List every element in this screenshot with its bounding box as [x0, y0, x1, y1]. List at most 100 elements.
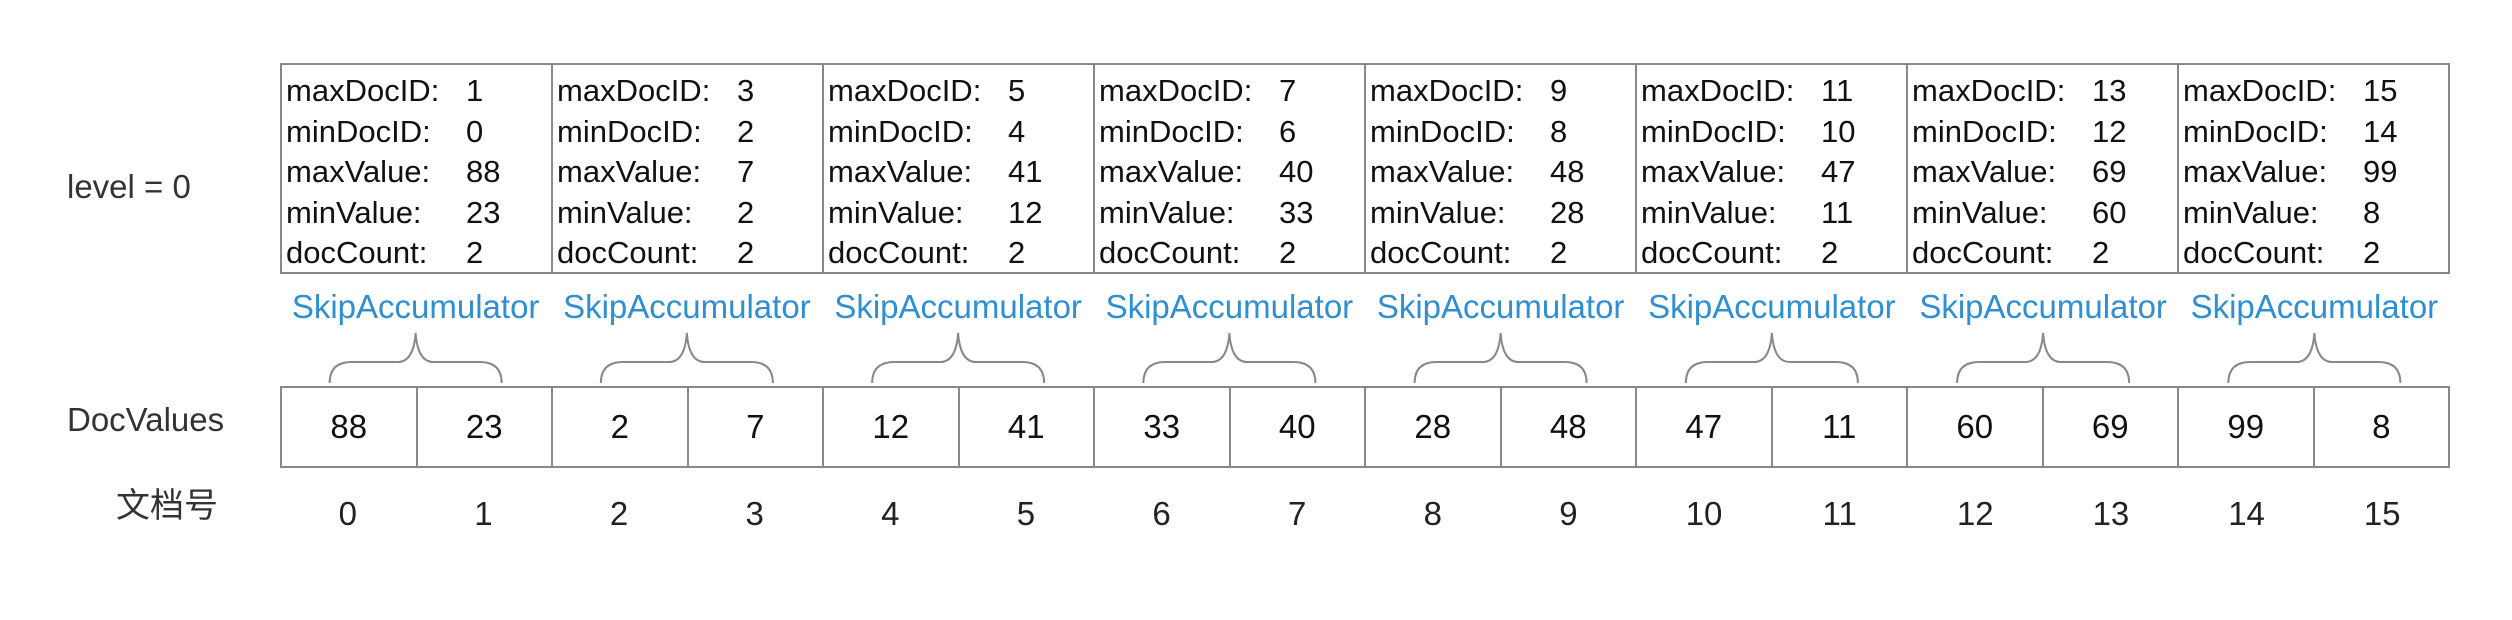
docvalue-cell: 28	[1366, 388, 1502, 466]
field-value: 23	[466, 194, 501, 230]
skip-block-field: minValue: 11	[1641, 193, 1906, 234]
field-name: maxDocID:	[1370, 73, 1524, 108]
field-name: maxValue:	[1099, 154, 1244, 189]
skip-block-field: docCount: 2	[1912, 233, 2177, 272]
skip-block-field: minDocID: 0	[286, 112, 551, 153]
field-name: maxValue:	[828, 154, 973, 189]
field-value: 40	[1279, 154, 1314, 189]
field-value: 2	[737, 235, 755, 270]
docvalue-cell: 12	[824, 388, 960, 466]
doc-number: 3	[745, 495, 764, 532]
docvalue-cell: 2	[553, 388, 689, 466]
brace-icon	[1956, 332, 2131, 384]
field-name: minValue:	[1099, 194, 1235, 230]
field-value: 28	[1550, 194, 1585, 230]
field-value: 13	[2092, 73, 2127, 108]
field-value: 69	[2092, 154, 2127, 189]
skip-block-field: docCount: 2	[1370, 233, 1635, 272]
skip-block: maxDocID: 11 minDocID: 10 maxValue: 47 minValu…	[1637, 65, 1908, 272]
field-value: 2	[1008, 235, 1026, 270]
doc-number-label: 文档号	[116, 486, 218, 526]
skip-block: maxDocID: 1 minDocID: 0 maxValue: 88 minValue:…	[282, 65, 553, 272]
field-value: 8	[2363, 194, 2381, 230]
skip-block: maxDocID: 7 minDocID: 6 maxValue: 40 minValue:…	[1095, 65, 1366, 272]
field-value: 2	[1821, 235, 1839, 270]
field-value: 6	[1279, 113, 1297, 149]
skip-block-field: docCount: 2	[1099, 233, 1364, 272]
skip-block-field: minValue: 12	[828, 193, 1093, 234]
field-name: docCount:	[828, 235, 970, 270]
field-name: minValue:	[828, 194, 964, 230]
skip-block-field: maxValue: 88	[286, 152, 551, 193]
field-name: docCount:	[1370, 235, 1512, 270]
skip-block-field: maxValue: 48	[1370, 152, 1635, 193]
doc-number: 7	[1288, 495, 1307, 532]
level-label: level = 0	[67, 168, 191, 205]
field-value: 0	[466, 113, 484, 149]
skip-block: maxDocID: 13 minDocID: 12 maxValue: 69 minValu…	[1908, 65, 2179, 272]
docvalue-cell: 88	[282, 388, 418, 466]
field-name: docCount:	[1912, 235, 2054, 270]
skip-block-field: minValue: 60	[1912, 193, 2177, 234]
field-name: minValue:	[1641, 194, 1777, 230]
field-value: 11	[1821, 73, 1854, 108]
field-name: maxDocID:	[557, 73, 711, 108]
field-name: docCount:	[286, 235, 428, 270]
skip-block-field: maxDocID: 15	[2183, 71, 2448, 112]
docvalue-cell: 47	[1637, 388, 1773, 466]
doc-number: 5	[1016, 495, 1036, 532]
field-value: 14	[2363, 113, 2398, 149]
field-name: minValue:	[286, 194, 422, 230]
field-value: 33	[1279, 194, 1314, 230]
field-value: 11	[1821, 194, 1854, 230]
skip-block-field: maxDocID: 9	[1370, 71, 1635, 112]
skip-block-field: docCount: 2	[1641, 233, 1906, 272]
brace-icon	[1413, 332, 1588, 384]
docvalue-cell: 41	[960, 388, 1095, 466]
field-name: docCount:	[2183, 235, 2325, 270]
skip-block-field: maxDocID: 5	[828, 71, 1093, 112]
docvalue-cell: 48	[1502, 388, 1637, 466]
field-value: 2	[1279, 235, 1297, 270]
docvalues-label: DocValues	[67, 401, 225, 438]
field-value: 1	[466, 73, 484, 108]
docvalue-cell: 8	[2372, 408, 2391, 445]
field-value: 2	[737, 113, 755, 149]
skip-accumulator-label: SkipAccumulator	[1648, 288, 1896, 325]
field-name: minDocID:	[828, 113, 973, 149]
field-value: 2	[2363, 235, 2381, 270]
skip-block-field: minDocID: 2	[557, 112, 822, 153]
field-name: maxValue:	[557, 154, 702, 189]
docvalue-cell: 33	[1095, 388, 1231, 466]
skip-block: maxDocID: 5 minDocID: 4 maxValue: 41 minValue:…	[824, 65, 1095, 272]
skip-block-field: minValue: 8	[2183, 193, 2448, 234]
field-name: docCount:	[1641, 235, 1783, 270]
field-name: docCount:	[557, 235, 699, 270]
docvalue-cell: 60	[1908, 388, 2044, 466]
skip-block-field: minDocID: 8	[1370, 112, 1635, 153]
doc-number: 10	[1685, 495, 1723, 532]
field-name: minDocID:	[286, 113, 431, 149]
skip-block-field: maxValue: 47	[1641, 152, 1906, 193]
doc-number: 9	[1559, 495, 1578, 532]
brace-icon	[1142, 332, 1317, 384]
skip-block: maxDocID: 15 minDocID: 14 maxValue: 99 minValu…	[2179, 65, 2448, 272]
skip-block: maxDocID: 3 minDocID: 2 maxValue: 7 minValue: 2…	[553, 65, 824, 272]
field-value: 5	[1008, 73, 1026, 108]
doc-number: 8	[1423, 495, 1442, 532]
skip-block-field: maxDocID: 13	[1912, 71, 2177, 112]
field-value: 2	[2092, 235, 2110, 270]
field-value: 4	[1008, 113, 1026, 149]
field-name: maxDocID:	[2183, 73, 2337, 108]
skip-block-field: minDocID: 10	[1641, 112, 1906, 153]
field-value: 9	[1550, 73, 1568, 108]
docvalue-cell: 7	[689, 388, 824, 466]
skip-block-field: docCount: 2	[828, 233, 1093, 272]
field-name: minValue:	[2183, 194, 2319, 230]
field-value: 12	[1008, 194, 1043, 230]
field-name: minDocID:	[1370, 113, 1515, 149]
field-name: maxValue:	[1912, 154, 2057, 189]
field-name: maxDocID:	[1099, 73, 1253, 108]
skip-block-field: maxValue: 41	[828, 152, 1093, 193]
skip-block-field: maxDocID: 11	[1641, 71, 1906, 112]
